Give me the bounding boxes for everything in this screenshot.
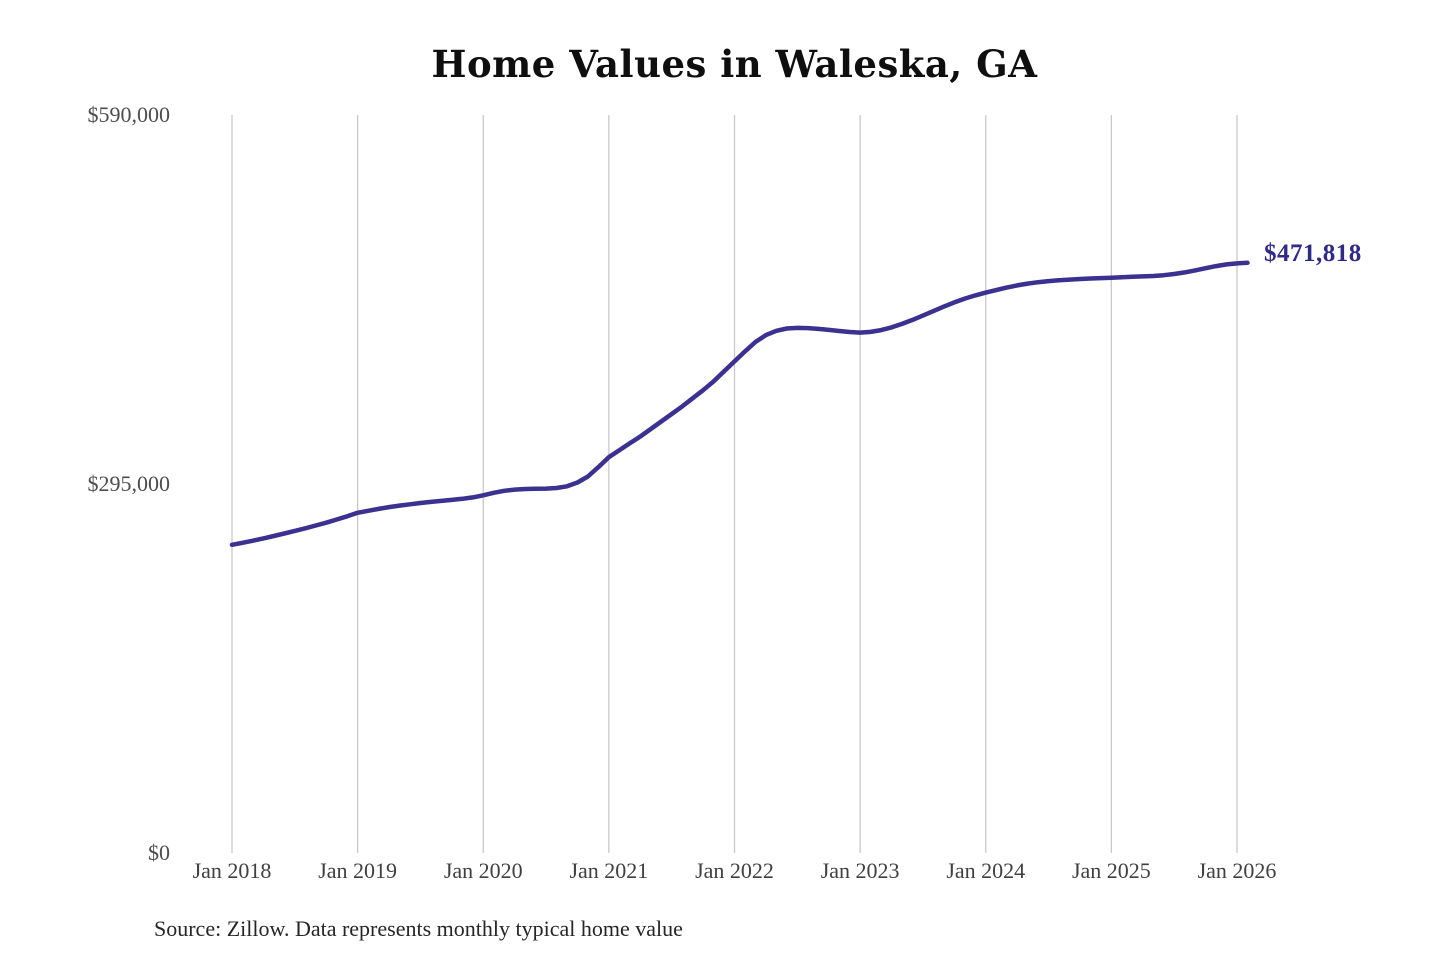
home-value-line bbox=[229, 260, 1250, 548]
y-tick-label: $0 bbox=[148, 840, 170, 865]
x-tick-label: Jan 2022 bbox=[695, 858, 774, 883]
x-tick-label: Jan 2018 bbox=[192, 858, 272, 883]
x-tick-label: Jan 2023 bbox=[820, 858, 900, 883]
x-tick-label: Jan 2026 bbox=[1197, 858, 1277, 883]
x-tick-label: Jan 2024 bbox=[946, 858, 1026, 883]
latest-value-label: $471,818 bbox=[1264, 240, 1362, 267]
source-note: Source: Zillow. Data represents monthly … bbox=[154, 916, 683, 941]
x-tick-label: Jan 2020 bbox=[443, 858, 523, 883]
y-tick-label: $590,000 bbox=[87, 102, 171, 127]
x-tick-label: Jan 2021 bbox=[569, 858, 649, 883]
x-tick-label: Jan 2025 bbox=[1071, 858, 1151, 883]
chart-title: Home Values in Waleska, GA bbox=[431, 42, 1038, 86]
y-tick-label: $295,000 bbox=[87, 471, 171, 496]
x-tick-label: Jan 2019 bbox=[318, 858, 398, 883]
